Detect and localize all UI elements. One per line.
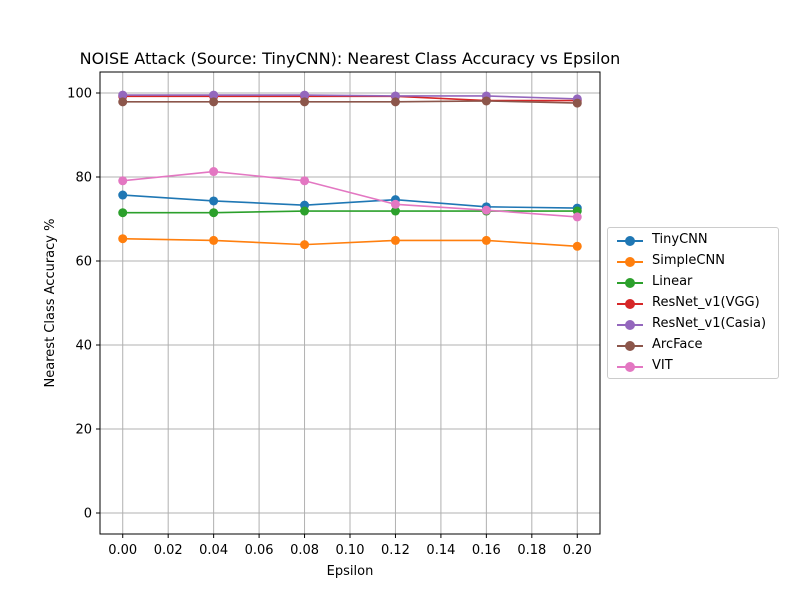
y-axis-label: Nearest Class Accuracy % <box>43 219 58 388</box>
data-point-simplecnn <box>481 235 491 245</box>
data-point-simplecnn <box>118 234 128 244</box>
legend-item-linear: Linear <box>608 272 778 293</box>
legend-label: SimpleCNN <box>652 253 725 268</box>
data-point-resnet-v1-casia <box>209 90 219 100</box>
data-point-simplecnn <box>300 240 310 250</box>
legend-item-vit: VIT <box>608 356 778 377</box>
x-tick-label: 0.06 <box>245 543 274 558</box>
y-tick-label: 60 <box>75 255 92 270</box>
x-tick-label: 0.16 <box>472 543 501 558</box>
legend-marker-swatch <box>625 299 635 309</box>
data-point-vit <box>390 199 400 209</box>
data-point-vit <box>118 176 128 186</box>
legend-label: VIT <box>652 358 673 373</box>
legend-label: ArcFace <box>652 337 703 352</box>
x-tick-label: 0.18 <box>517 543 546 558</box>
legend-marker-swatch <box>625 236 635 246</box>
series-group <box>118 90 582 251</box>
x-tick-label: 0.10 <box>336 543 365 558</box>
data-point-resnet-v1-casia <box>300 90 310 100</box>
data-point-linear <box>390 206 400 216</box>
y-tick-label: 20 <box>75 423 92 438</box>
axis-ticks: 0.00 0.02 0.04 0.06 0.08 0.10 0.12 0.14 0.16 0.18… <box>67 87 592 559</box>
data-point-linear <box>118 208 128 218</box>
data-point-simplecnn <box>390 235 400 245</box>
x-tick-label: 0.12 <box>381 543 410 558</box>
data-point-simplecnn <box>572 241 582 251</box>
legend-item-resnet-v1-casia: ResNet_v1(Casia) <box>608 314 778 335</box>
x-tick-label: 0.08 <box>290 543 319 558</box>
data-point-arcface <box>300 97 310 107</box>
x-axis-label: Epsilon <box>327 564 374 579</box>
series-simplecnn <box>118 234 582 251</box>
data-point-arcface <box>481 96 491 106</box>
x-tick-label: 0.04 <box>199 543 228 558</box>
legend-marker-swatch <box>625 362 635 372</box>
data-point-tinycnn <box>118 190 128 200</box>
series-line-vit <box>122 170 578 218</box>
legend-marker-swatch <box>625 341 635 351</box>
legend-item-arcface: ArcFace <box>608 335 778 356</box>
legend-item-tinycnn: TinyCNN <box>608 230 778 251</box>
legend-item-resnet-v1-vgg: ResNet_v1(VGG) <box>608 293 778 314</box>
data-point-linear <box>300 206 310 216</box>
data-point-vit <box>300 176 310 186</box>
y-tick-label: 100 <box>67 87 92 102</box>
data-point-vit <box>481 205 491 215</box>
y-tick-label: 40 <box>75 339 92 354</box>
data-point-arcface <box>118 97 128 107</box>
x-tick-label: 0.20 <box>563 543 592 558</box>
legend-item-simplecnn: SimpleCNN <box>608 251 778 272</box>
legend-marker-swatch <box>625 320 635 330</box>
data-point-resnet-v1-casia <box>118 90 128 100</box>
x-tick-label: 0.00 <box>108 543 137 558</box>
legend-marker-swatch <box>625 278 635 288</box>
data-point-vit <box>572 212 582 222</box>
series-line-resnet-v1-casia <box>122 94 578 100</box>
legend-label: Linear <box>652 274 693 289</box>
data-point-arcface <box>209 97 219 107</box>
series-line-simplecnn <box>122 237 578 248</box>
data-point-arcface <box>390 97 400 107</box>
series-line-tinycnn <box>122 194 578 209</box>
legend-marker-swatch <box>625 257 635 267</box>
legend-label: TinyCNN <box>652 232 708 247</box>
data-point-simplecnn <box>209 235 219 245</box>
data-point-tinycnn <box>209 196 219 206</box>
data-point-vit <box>209 167 219 177</box>
chart-title: NOISE Attack (Source: TinyCNN): Nearest … <box>80 49 621 68</box>
series-arcface <box>118 96 582 108</box>
grid <box>100 72 600 534</box>
legend-label: ResNet_v1(VGG) <box>652 295 760 310</box>
series-line-arcface <box>122 100 578 104</box>
y-tick-label: 0 <box>84 507 92 522</box>
series-resnet-v1-casia <box>118 90 582 104</box>
data-point-arcface <box>572 98 582 108</box>
x-tick-label: 0.02 <box>154 543 183 558</box>
data-point-linear <box>209 208 219 218</box>
legend-label: ResNet_v1(Casia) <box>652 316 767 331</box>
x-tick-label: 0.14 <box>426 543 455 558</box>
series-vit <box>118 167 582 222</box>
y-tick-label: 80 <box>75 171 92 186</box>
legend: TinyCNN SimpleCNN Linear ResNet_v1(VGG) ResN… <box>607 227 779 379</box>
